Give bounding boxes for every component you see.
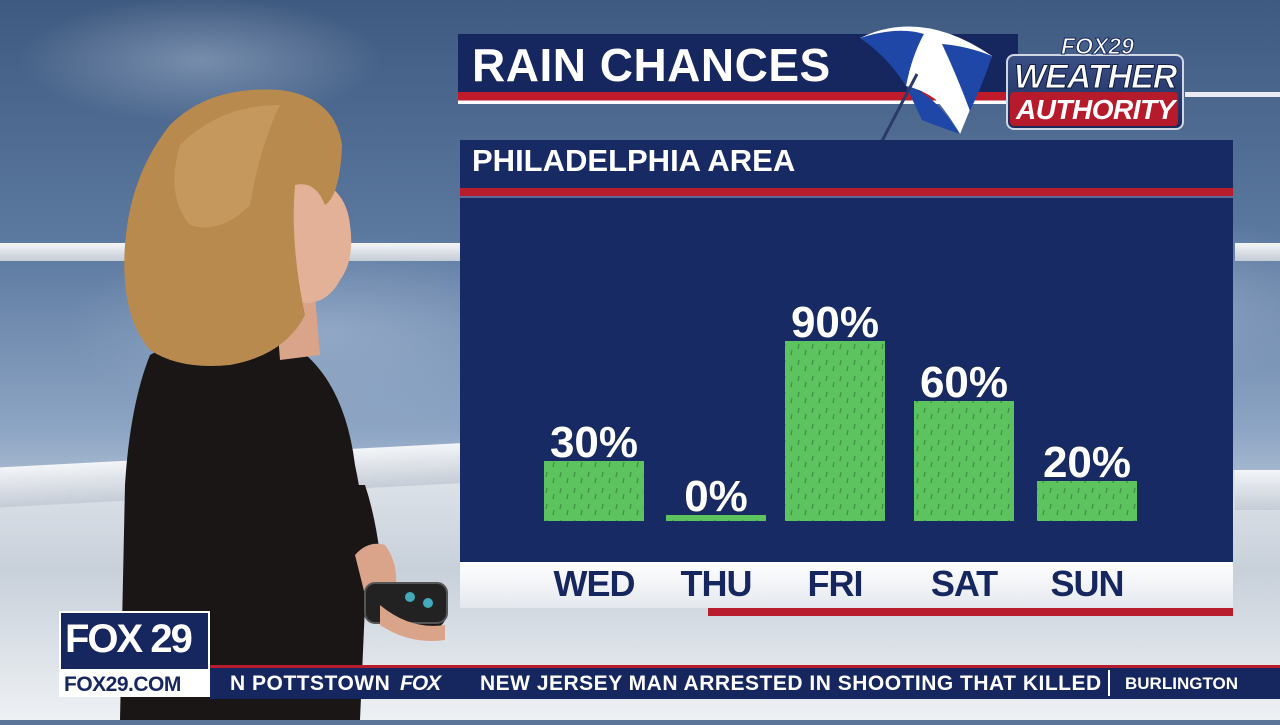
station-name: FOX 29 (65, 617, 193, 661)
bar-wed (544, 461, 644, 521)
station-bug: FOX 29 FOX29.COM (59, 611, 210, 697)
title-divider (1185, 92, 1280, 97)
news-ticker (210, 667, 1280, 699)
ticker-left-text: N POTTSTOWN (230, 672, 391, 695)
subtitle-rule-shadow (460, 196, 1233, 198)
bar-label-sun: 20% (1043, 438, 1131, 487)
ticker-fox-logo: FOX (400, 672, 441, 695)
logo-weather: WEATHER (1013, 58, 1177, 97)
weather-authority-logo: FOX29 WEATHER AUTHORITY (1006, 32, 1186, 132)
day-axis-accent (708, 608, 1233, 616)
day-label-wed: WED (553, 563, 636, 604)
bar-label-fri: 90% (791, 298, 879, 347)
bar-label-wed: 30% (550, 418, 638, 467)
day-label-thu: THU (680, 563, 753, 604)
bar-sun (1037, 481, 1137, 521)
bar-fri (785, 341, 885, 521)
studio-rail (1235, 470, 1280, 510)
title-stripe (458, 92, 1018, 104)
ticker-separator (1108, 670, 1110, 696)
studio-rail (1235, 243, 1280, 261)
subtitle-rule (460, 188, 1233, 196)
bug-top (59, 611, 210, 671)
bar-label-thu: 0% (684, 472, 748, 521)
bar-thu (666, 515, 766, 521)
ticker-right-text: BURLINGTON (1125, 674, 1239, 693)
bar-label-sat: 60% (920, 358, 1008, 407)
rain-chance-bar-chart: 30% 0% 90% 60% 20% (544, 297, 1137, 522)
logo-fox29: FOX29 (1061, 33, 1135, 60)
day-axis-bar (460, 562, 1233, 608)
day-label-fri: FRI (807, 563, 864, 604)
logo-authority: AUTHORITY (1016, 94, 1175, 125)
ticker-headline: NEW JERSEY MAN ARRESTED IN SHOOTING THAT… (480, 672, 1102, 695)
day-label-sat: SAT (930, 563, 998, 604)
day-label-sun: SUN (1050, 563, 1124, 604)
page-title: RAIN CHANCES (472, 39, 831, 91)
bar-sat (914, 401, 1014, 521)
bug-bottom (59, 671, 210, 697)
ticker-accent (210, 665, 1280, 668)
umbrella-icon (842, 16, 1002, 152)
chart-subtitle: PHILADELPHIA AREA (472, 143, 796, 178)
station-url: FOX29.COM (64, 673, 181, 696)
logo-authority-band (1010, 92, 1178, 126)
